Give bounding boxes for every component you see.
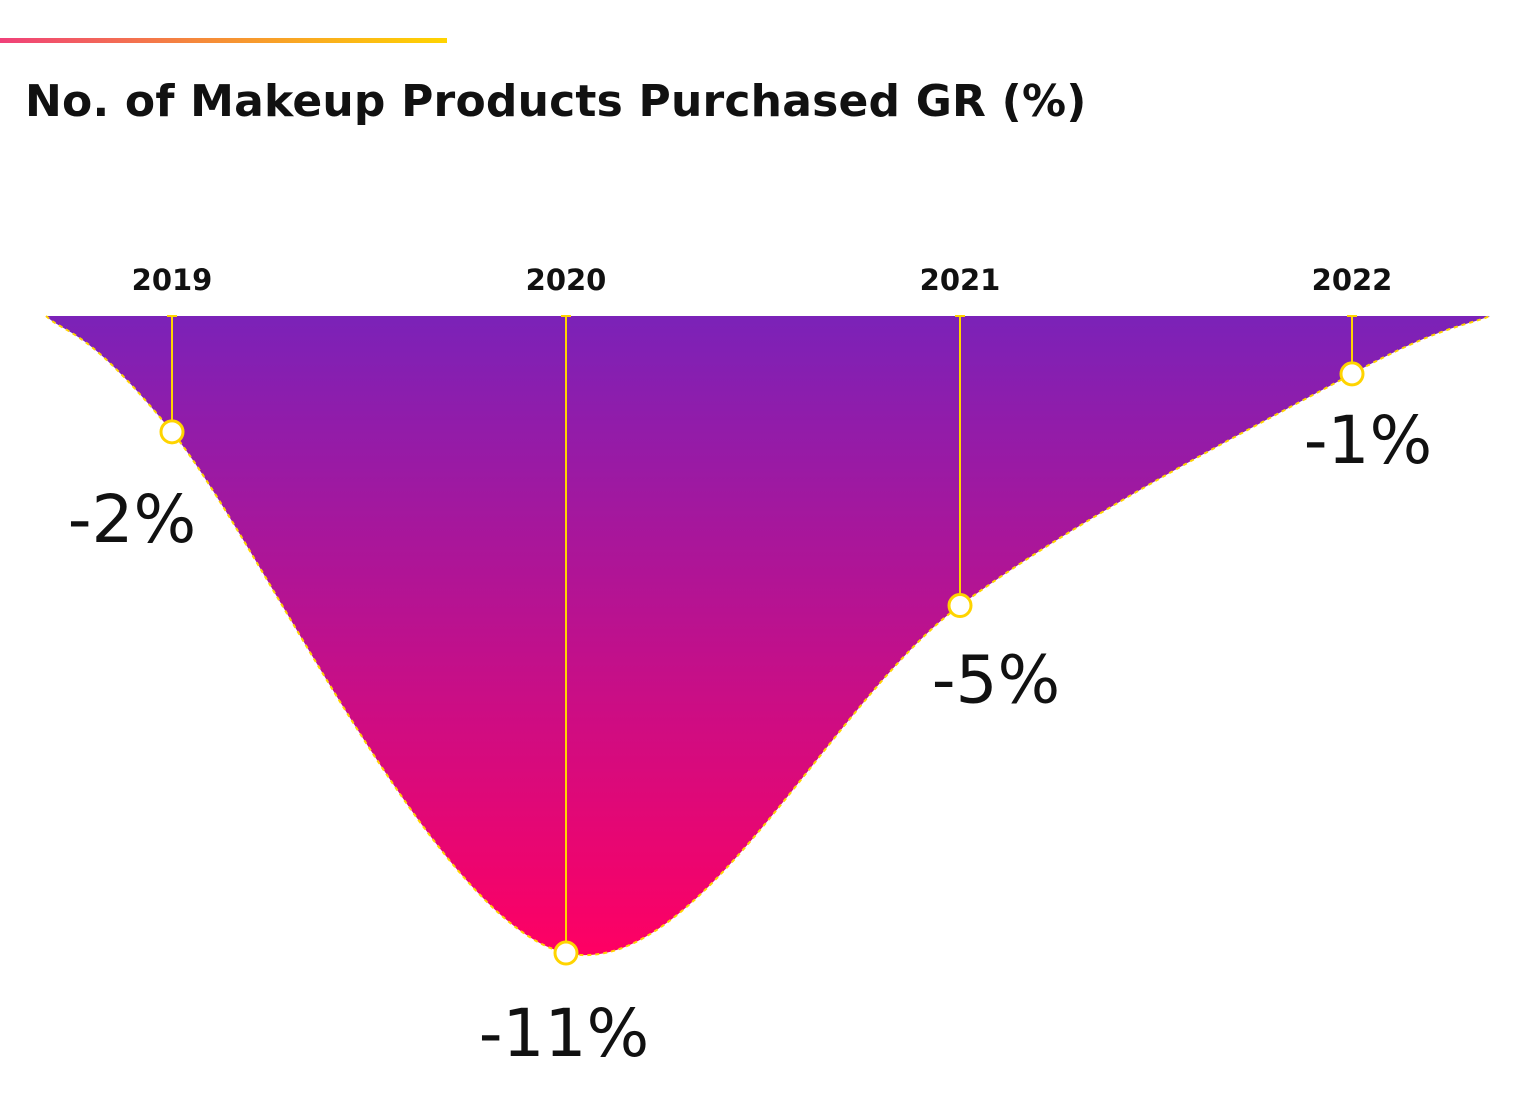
year-label-2019: 2019 bbox=[132, 263, 213, 297]
area-fill bbox=[46, 316, 1490, 956]
chart-title: No. of Makeup Products Purchased GR (%) bbox=[25, 76, 1087, 127]
area-edge-line bbox=[45, 315, 1491, 957]
year-label-2020: 2020 bbox=[526, 263, 607, 297]
year-label-2022: 2022 bbox=[1312, 263, 1393, 297]
value-label-2019: -2% bbox=[68, 481, 197, 558]
data-point-marker bbox=[947, 593, 973, 619]
data-point-marker bbox=[1339, 361, 1365, 387]
value-label-2020: -11% bbox=[479, 995, 650, 1072]
year-label-2021: 2021 bbox=[920, 263, 1001, 297]
value-label-2021: -5% bbox=[932, 642, 1061, 719]
data-point-marker bbox=[553, 940, 579, 966]
data-point-marker bbox=[159, 419, 185, 445]
title-accent-bar bbox=[0, 38, 447, 43]
value-label-2022: -1% bbox=[1304, 402, 1433, 479]
